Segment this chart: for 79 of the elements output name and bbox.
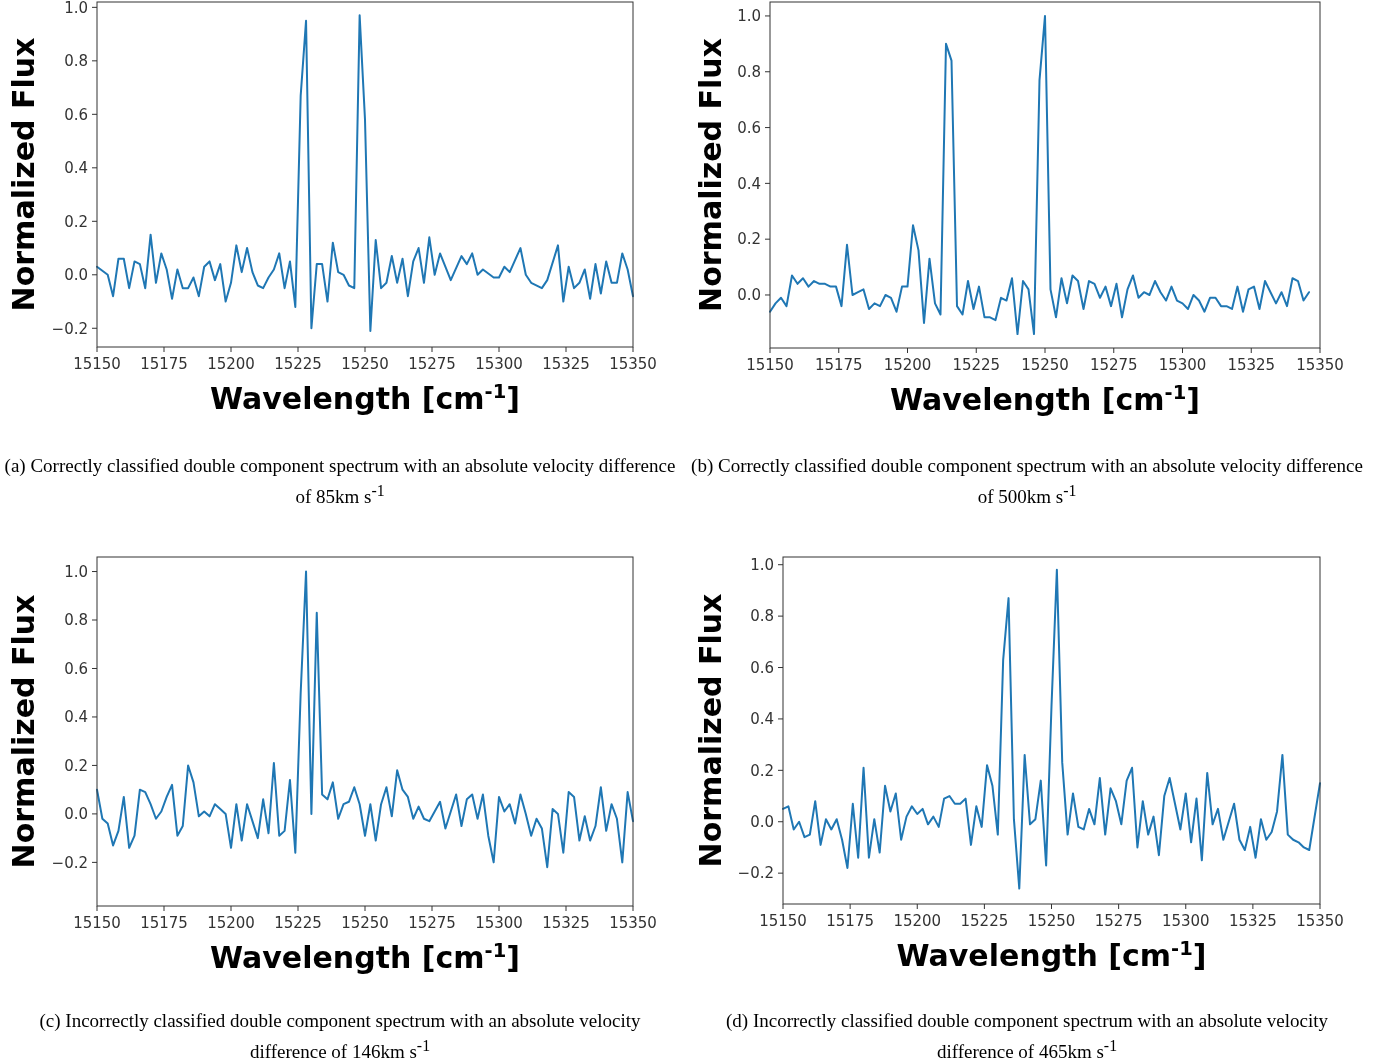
x-axis-title: Wavelength [cm$^{-1}$]	[210, 379, 520, 416]
x-tick-label: 15150	[73, 914, 121, 932]
y-tick-label: 0.4	[64, 708, 88, 727]
x-tick-label: 15300	[475, 355, 523, 373]
y-axis-title: Normalized Flux	[693, 38, 728, 312]
x-tick-label: 15175	[140, 355, 188, 373]
x-tick-label: 15225	[960, 912, 1009, 930]
x-axis-title: Wavelength [cm$^{-1}$]	[890, 380, 1200, 417]
x-tick-label: 15200	[207, 355, 255, 373]
x-tick-label: 15325	[1229, 912, 1277, 930]
y-tick-label: 1.0	[750, 555, 774, 574]
x-tick-label: 15275	[408, 355, 456, 373]
y-tick-label: 0.0	[750, 813, 774, 831]
y-tick-label: −0.2	[51, 319, 88, 338]
y-tick-label: 0.0	[64, 805, 88, 824]
y-tick-label: −0.2	[51, 853, 88, 872]
y-tick-label: 0.0	[64, 266, 88, 285]
x-tick-label: 15300	[1161, 912, 1210, 930]
text: (a) Correctly classified double component spectrum with an absolute velocity difference of 85km s$^{-1}$	[3, 454, 677, 510]
line-series	[769, 14, 1310, 336]
x-tick-label: 15200	[883, 356, 932, 374]
x-tick-label: 15350	[609, 355, 657, 373]
y-tick-label: 1.0	[64, 0, 88, 17]
y-tick-label: 0.2	[750, 761, 774, 780]
x-tick-label: 15275	[1094, 912, 1143, 930]
y-tick-label: 1.0	[64, 562, 88, 581]
y-tick-label: 0.8	[750, 607, 774, 626]
x-tick-label: 15275	[408, 914, 456, 932]
x-tick-label: 15150	[759, 912, 807, 930]
y-tick-label: 0.6	[750, 658, 774, 677]
x-tick-label: 15225	[274, 355, 322, 373]
x-tick-label: 15250	[341, 355, 389, 373]
x-tick-label: 15200	[893, 912, 942, 930]
y-axis-title: Normalized Flux	[693, 593, 728, 868]
y-tick-label: 0.0	[737, 286, 761, 305]
y-tick-label: 0.2	[64, 212, 88, 231]
x-tick-label: 15225	[274, 914, 322, 932]
y-tick-label: 0.2	[64, 756, 88, 775]
x-tick-label: 15325	[542, 914, 590, 932]
y-tick-label: 0.4	[737, 174, 761, 193]
x-tick-label: 15275	[1089, 356, 1138, 374]
y-tick-label: 0.4	[64, 159, 88, 178]
y-axis-title: Normalized Flux	[6, 594, 41, 869]
y-tick-label: 0.2	[737, 230, 761, 249]
x-tick-label: 15175	[814, 356, 863, 374]
x-tick-label: 15150	[746, 356, 794, 374]
y-tick-label: 0.6	[737, 118, 761, 137]
y-tick-label: 0.6	[64, 659, 88, 678]
y-tick-label: 0.4	[750, 710, 774, 729]
x-tick-label: 15200	[207, 914, 255, 932]
x-tick-label: 15325	[1227, 356, 1276, 374]
text: (d) Incorrectly classified double component spectrum with an absolute velocity difference of 465km s$^{-1}$	[725, 1009, 1329, 1063]
x-tick-label: 15150	[73, 355, 121, 373]
x-tick-label: 15350	[609, 914, 657, 932]
y-tick-label: 0.8	[64, 52, 88, 71]
y-tick-label: −0.2	[737, 864, 774, 883]
x-axis-title: Wavelength [cm$^{-1}$]	[896, 936, 1207, 973]
y-tick-label: 1.0	[737, 7, 761, 26]
x-tick-label: 15300	[475, 914, 523, 932]
y-tick-label: 0.6	[64, 105, 88, 124]
x-tick-label: 15250	[341, 914, 389, 932]
x-tick-label: 15175	[826, 912, 874, 930]
y-tick-label: 0.8	[737, 63, 761, 82]
x-tick-label: 15325	[542, 355, 590, 373]
text: (b) Correctly classified double component spectrum with an absolute velocity difference of 500km s$^{-1}$	[690, 454, 1364, 510]
x-tick-label: 15225	[952, 356, 1001, 374]
x-tick-label: 15250	[1027, 912, 1076, 930]
x-tick-label: 15300	[1158, 356, 1207, 374]
x-tick-label: 15175	[140, 914, 188, 932]
y-axis-title: Normalized Flux	[6, 37, 41, 312]
x-tick-label: 15350	[1296, 912, 1344, 930]
x-tick-label: 15350	[1296, 356, 1344, 374]
x-axis-title: Wavelength [cm$^{-1}$]	[210, 938, 520, 975]
x-tick-label: 15250	[1021, 356, 1069, 374]
line-series	[96, 570, 634, 869]
line-series	[782, 568, 1321, 890]
text: (c) Incorrectly classified double component spectrum with an absolute velocity difference of 146km s$^{-1}$	[38, 1009, 642, 1063]
line-series	[96, 14, 634, 332]
y-tick-label: 0.8	[64, 611, 88, 630]
